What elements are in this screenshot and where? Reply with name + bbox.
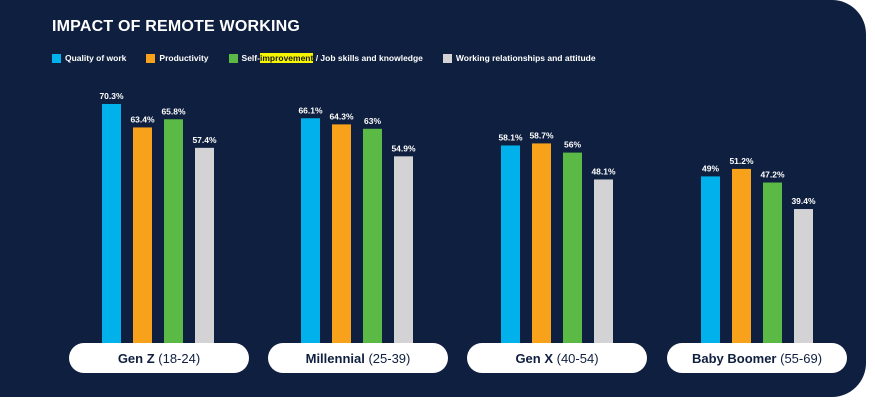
bar-label-millennial-self-improvement-job-skills-and-knowledge: 63% <box>364 116 381 126</box>
legend-swatch-self-improvement <box>228 53 238 63</box>
category-pill-gen-x <box>467 343 647 373</box>
bar-gen-x-self-improvement-job-skills-and-knowledge <box>563 152 582 343</box>
category-pill-baby-boomer <box>667 343 847 373</box>
legend-label-relationships: Working relationships and attitude <box>455 53 596 63</box>
bar-baby-boomer-working-relationships-and-attitude <box>794 209 813 343</box>
legend-label-quality: Quality of work <box>65 53 127 63</box>
category-name-gen-x: Gen X <box>515 351 553 366</box>
bar-chart: 70.3% 63.4% 65.8% 57.4% Gen Z (18-24) 66.1% 64… <box>69 91 847 373</box>
category-label-millennial: Millennial (25-39) <box>306 351 411 366</box>
legend-label-productivity: Productivity <box>159 53 209 63</box>
category-range-millennial: (25-39) <box>365 351 411 366</box>
legend-item-productivity: Productivity <box>146 53 209 63</box>
category-pill-millennial <box>268 343 448 373</box>
bar-label-gen-x-quality-of-work: 58.1% <box>498 132 523 142</box>
category-range-gen-x: (40-54) <box>553 351 599 366</box>
legend-label-self-highlight: improvement <box>259 53 314 63</box>
bar-gen-x-productivity <box>532 143 551 343</box>
category-label-baby-boomer: Baby Boomer (55-69) <box>692 351 822 366</box>
bar-gen-z-productivity <box>133 127 152 343</box>
legend: Quality of work Productivity Self-improv… <box>52 53 616 63</box>
bar-gen-z-self-improvement-job-skills-and-knowledge <box>164 119 183 343</box>
legend-label-self-improvement: Self-improvement / Job skills and knowle… <box>242 53 423 63</box>
bar-label-millennial-quality-of-work: 66.1% <box>298 105 323 115</box>
bar-label-gen-z-self-improvement-job-skills-and-knowledge: 65.8% <box>161 106 186 116</box>
category-range-gen-z: (18-24) <box>155 351 201 366</box>
bar-millennial-working-relationships-and-attitude <box>394 156 413 343</box>
bar-label-gen-x-productivity: 58.7% <box>529 130 554 140</box>
bar-label-gen-z-quality-of-work: 70.3% <box>99 91 124 101</box>
chart-title: IMPACT OF REMOTE WORKING <box>52 18 301 35</box>
bar-label-gen-x-self-improvement-job-skills-and-knowledge: 56% <box>564 140 581 150</box>
bar-baby-boomer-quality-of-work <box>701 176 720 343</box>
bar-label-gen-z-productivity: 63.4% <box>130 114 155 124</box>
bar-label-gen-z-working-relationships-and-attitude: 57.4% <box>192 135 217 145</box>
legend-swatch-quality <box>52 53 61 63</box>
chart-card: IMPACT OF REMOTE WORKING Quality of work… <box>0 0 866 397</box>
category-range-baby-boomer: (55-69) <box>777 351 823 366</box>
category-label-gen-z: Gen Z (18-24) <box>118 351 200 366</box>
bar-gen-z-quality-of-work <box>102 103 121 343</box>
bar-label-baby-boomer-self-improvement-job-skills-and-knowledge: 47.2% <box>760 170 785 180</box>
category-label-gen-x: Gen X (40-54) <box>515 351 598 366</box>
bar-label-gen-x-working-relationships-and-attitude: 48.1% <box>591 166 616 176</box>
bar-gen-x-quality-of-work <box>501 145 520 343</box>
bar-label-baby-boomer-quality-of-work: 49% <box>702 163 719 173</box>
bar-millennial-productivity <box>332 124 351 343</box>
bar-gen-z-working-relationships-and-attitude <box>195 147 214 343</box>
category-name-gen-z: Gen Z <box>118 351 155 366</box>
bar-baby-boomer-productivity <box>732 168 751 343</box>
bar-gen-x-working-relationships-and-attitude <box>594 179 613 343</box>
legend-item-self-improvement: Self-improvement / Job skills and knowle… <box>228 53 423 63</box>
legend-item-relationships: Working relationships and attitude <box>442 53 596 63</box>
bar-millennial-self-improvement-job-skills-and-knowledge <box>363 128 382 343</box>
category-pill-gen-z <box>69 343 249 373</box>
bar-label-baby-boomer-working-relationships-and-attitude: 39.4% <box>791 196 816 206</box>
category-name-millennial: Millennial <box>306 351 365 366</box>
bar-baby-boomer-self-improvement-job-skills-and-knowledge <box>763 182 782 343</box>
bar-millennial-quality-of-work <box>301 118 320 343</box>
legend-label-self-suffix: / Job skills and knowledge <box>313 53 423 63</box>
legend-swatch-relationships <box>442 53 452 63</box>
legend-item-quality: Quality of work <box>52 53 126 63</box>
category-name-baby-boomer: Baby Boomer <box>692 351 777 366</box>
bar-label-millennial-productivity: 64.3% <box>329 111 354 121</box>
bar-label-millennial-working-relationships-and-attitude: 54.9% <box>391 143 416 153</box>
legend-label-self-prefix: Self- <box>241 53 260 63</box>
bar-label-baby-boomer-productivity: 51.2% <box>729 156 754 166</box>
legend-swatch-productivity <box>146 53 156 63</box>
